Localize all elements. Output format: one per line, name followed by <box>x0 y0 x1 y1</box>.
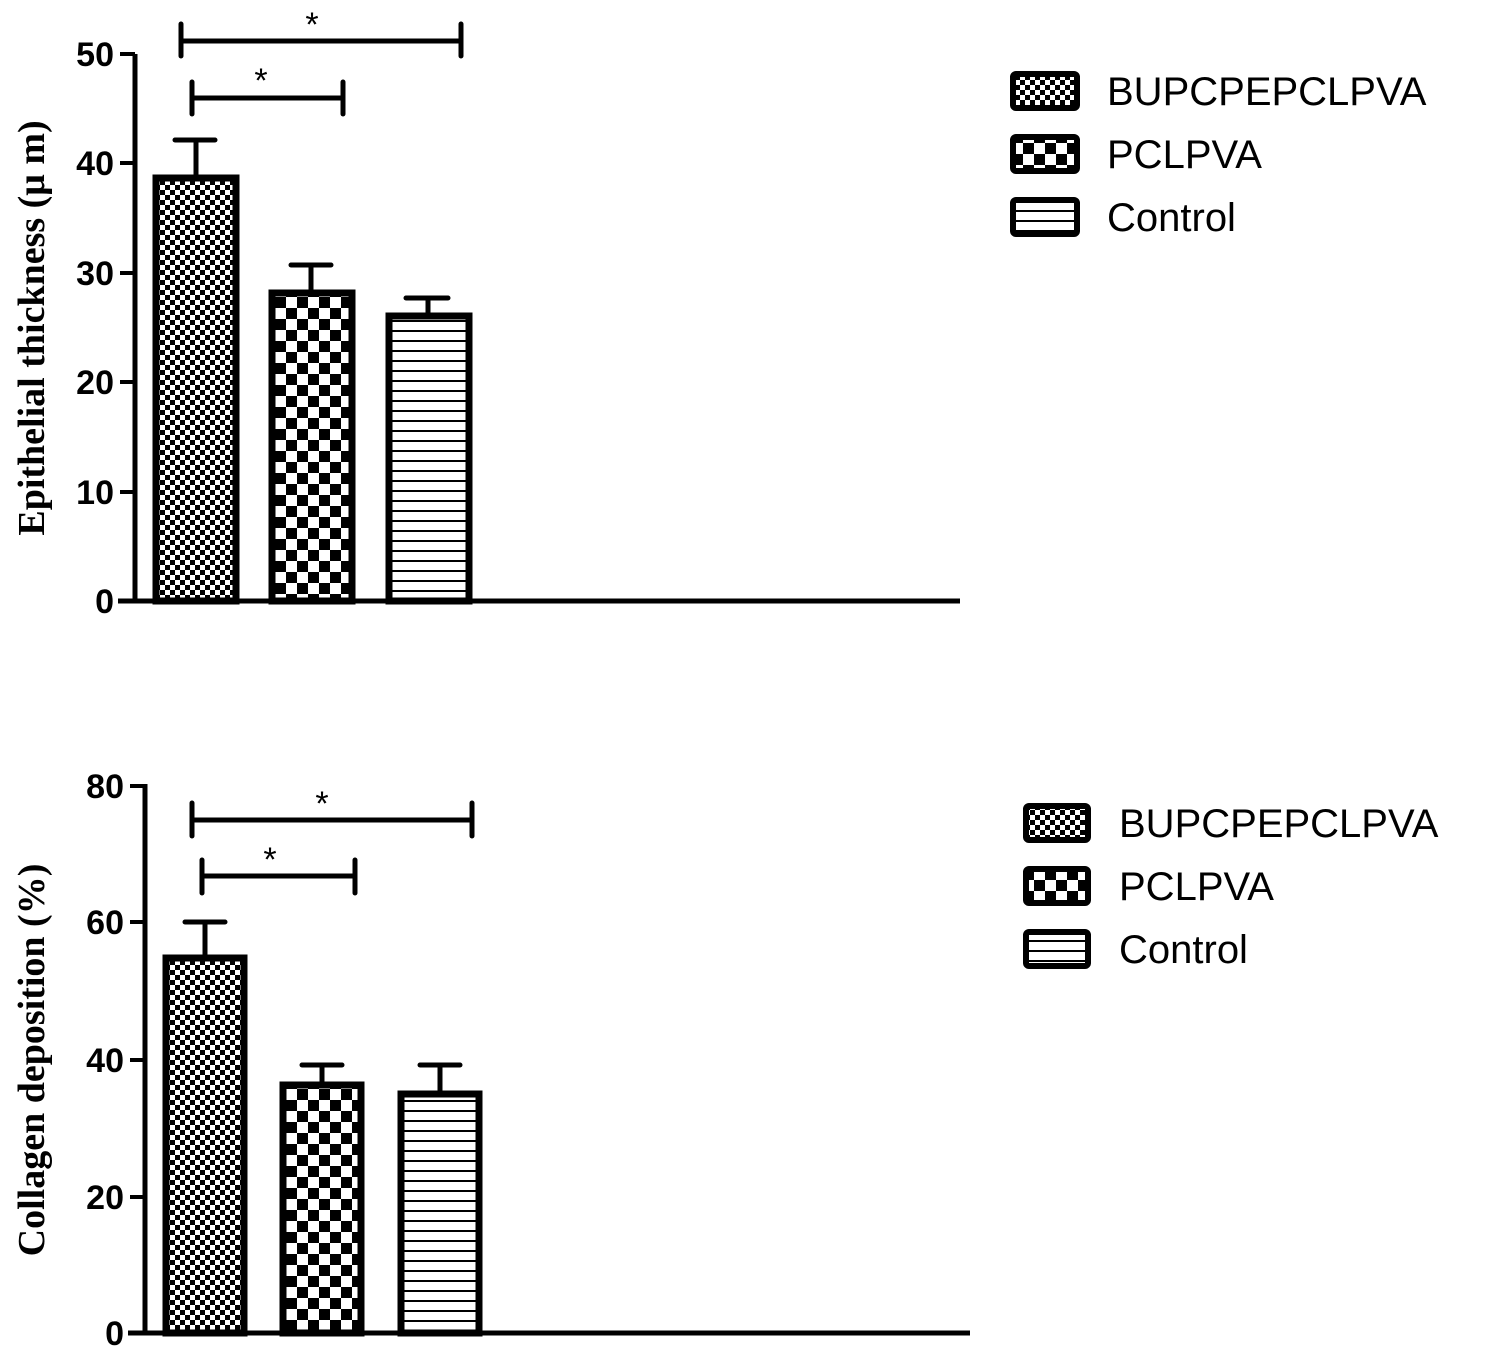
y-axis-label: Epithelial thickness (μ m) <box>11 120 53 535</box>
tick-label: 30 <box>76 255 114 293</box>
tick-label: 20 <box>76 364 114 402</box>
legend-swatch-fine-checker <box>1010 71 1080 111</box>
legend-swatch-coarse-checker <box>1010 134 1080 174</box>
bar-bupcpepclpva <box>152 174 240 605</box>
legend-swatch-lines <box>1023 929 1091 969</box>
y-ticks: 0 20 40 60 80 <box>86 768 145 1353</box>
legend-label: PCLPVA <box>1119 865 1274 909</box>
y-axis-label: Collagen deposition (%) <box>11 864 53 1257</box>
legend-label: Control <box>1107 196 1236 240</box>
tick-label: 80 <box>86 768 124 806</box>
legend-label: BUPCPEPCLPVA <box>1107 70 1427 114</box>
tick-label: 0 <box>105 1315 124 1353</box>
significance-star: * <box>263 841 276 879</box>
significance-brackets <box>189 800 475 896</box>
bar-pclpva <box>279 1081 365 1337</box>
tick-label: 60 <box>86 904 124 942</box>
legend-swatch-coarse-checker <box>1023 866 1091 906</box>
legend-label: PCLPVA <box>1107 133 1262 177</box>
significance-star: * <box>305 6 318 44</box>
bar-control <box>397 1090 483 1337</box>
error-bars <box>172 137 451 319</box>
legend-swatch-lines <box>1010 197 1080 237</box>
error-bars <box>182 919 463 1097</box>
chart-collagen-deposition: Collagen deposition (%) 0 20 40 60 80 <box>11 768 1439 1353</box>
tick-label: 50 <box>76 36 114 74</box>
tick-label: 0 <box>95 583 114 621</box>
chart-epithelial-thickness: Epithelial thickness (μ m) 0 10 20 30 40… <box>11 6 1427 621</box>
significance-brackets <box>178 21 464 117</box>
legend-label: Control <box>1119 928 1248 972</box>
legend: BUPCPEPCLPVA PCLPVA Control <box>1023 802 1439 972</box>
significance-star: * <box>254 62 267 100</box>
y-ticks: 0 10 20 30 40 50 <box>76 36 135 621</box>
bar-bupcpepclpva <box>162 954 248 1337</box>
legend-label: BUPCPEPCLPVA <box>1119 802 1439 846</box>
tick-label: 40 <box>86 1042 124 1080</box>
tick-label: 20 <box>86 1179 124 1217</box>
legend: BUPCPEPCLPVA PCLPVA Control <box>1010 70 1427 240</box>
significance-star: * <box>315 785 328 823</box>
bar-control <box>385 312 473 605</box>
tick-label: 10 <box>76 474 114 512</box>
tick-label: 40 <box>76 145 114 183</box>
legend-swatch-fine-checker <box>1023 803 1091 843</box>
bar-pclpva <box>268 289 356 605</box>
